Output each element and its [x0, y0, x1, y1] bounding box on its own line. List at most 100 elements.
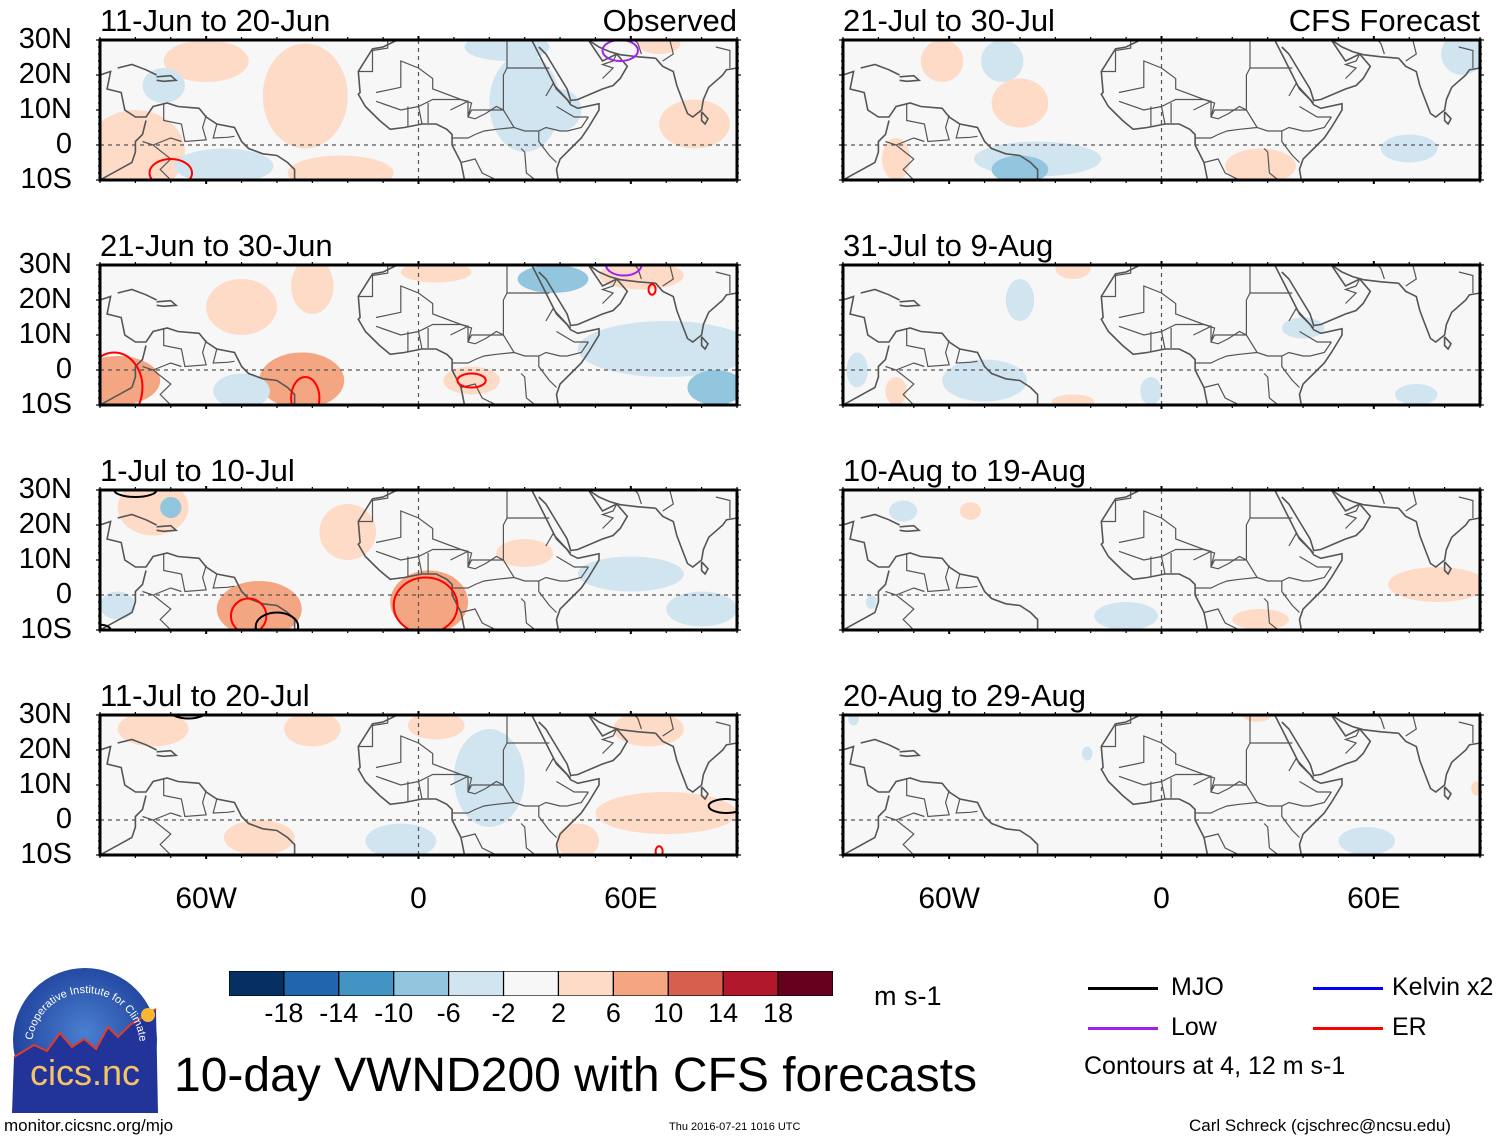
- negative-anomaly-area: [1094, 602, 1158, 630]
- lon-tick-label: 60W: [918, 882, 980, 915]
- country-border: [906, 103, 950, 143]
- coastline: [700, 561, 709, 576]
- country-border: [1405, 40, 1417, 62]
- positive-anomaly-area: [223, 820, 295, 855]
- coastline: [1281, 490, 1372, 552]
- country-border: [1281, 356, 1300, 388]
- country-border: [1263, 148, 1279, 180]
- country-border: [895, 812, 925, 821]
- contour-er: [290, 376, 321, 405]
- coastline: [843, 570, 890, 630]
- coastline: [1330, 265, 1399, 284]
- positive-anomaly-area: [443, 366, 500, 395]
- lat-tick-label: 10S: [20, 388, 72, 420]
- coastline: [843, 795, 890, 855]
- colorbar-tick-label: -18: [264, 998, 304, 1028]
- country-border: [1160, 331, 1166, 350]
- negative-anomaly-area: [213, 373, 270, 405]
- negative-anomaly-area: [489, 54, 561, 152]
- legend-label: ER: [1392, 1013, 1427, 1041]
- coastline: [654, 57, 737, 118]
- country-border: [715, 496, 731, 518]
- coastline: [100, 570, 147, 630]
- country-border: [955, 798, 978, 814]
- country-border: [1263, 373, 1279, 405]
- map-background: [843, 265, 1480, 405]
- coastline: [1443, 786, 1452, 801]
- coastline: [100, 70, 296, 180]
- positive-anomaly-area: [117, 715, 189, 747]
- coastline: [587, 265, 656, 284]
- country-border: [1343, 53, 1361, 79]
- country-border: [1281, 581, 1300, 613]
- country-border: [1458, 271, 1474, 293]
- coastline: [860, 738, 900, 751]
- country-border: [163, 553, 207, 593]
- country-border: [358, 40, 389, 73]
- country-border: [906, 553, 950, 593]
- country-border: [715, 271, 731, 293]
- country-border: [460, 158, 497, 180]
- country-border: [142, 815, 172, 855]
- negative-anomaly-area: [1338, 827, 1396, 855]
- country-border: [545, 757, 572, 779]
- coastline: [100, 520, 296, 630]
- country-border: [375, 773, 469, 786]
- country-border: [556, 555, 589, 568]
- legend-label: Kelvin x2: [1392, 973, 1494, 1001]
- positive-anomaly-area: [262, 43, 348, 149]
- country-border: [1203, 833, 1240, 855]
- map-panel: [839, 261, 1484, 409]
- panel-period-label: 31-Jul to 9-Aug: [843, 228, 1054, 263]
- negative-anomaly-area: [174, 148, 274, 180]
- country-border: [1195, 126, 1258, 139]
- country-border: [906, 778, 950, 818]
- colorbar-tick-label: 18: [763, 998, 794, 1028]
- coastline: [1100, 715, 1209, 855]
- coastline: [899, 749, 922, 758]
- positive-anomaly-area: [100, 356, 161, 405]
- negative-anomaly-area: [981, 40, 1024, 82]
- country-border: [545, 532, 572, 554]
- country-border: [1343, 278, 1361, 304]
- coastline: [1443, 561, 1452, 576]
- country-border: [163, 328, 207, 368]
- coastline: [538, 490, 629, 552]
- coastline: [1397, 282, 1480, 343]
- country-border: [600, 278, 618, 304]
- coastline: [1100, 265, 1209, 405]
- country-border: [538, 806, 557, 838]
- cicsnc-logo: Cooperative Institute for Climate and Sa…: [8, 958, 158, 1113]
- contour-er: [100, 351, 144, 405]
- positive-anomaly-area: [1471, 781, 1480, 796]
- negative-anomaly-area: [517, 265, 589, 293]
- footer-timestamp: Thu 2016-07-21 1016 UTC: [669, 1121, 801, 1133]
- colorbar-swatch: [283, 970, 340, 997]
- country-border: [460, 383, 497, 405]
- country-border: [545, 82, 572, 104]
- coastline: [1330, 40, 1399, 59]
- country-border: [1458, 496, 1474, 518]
- country-border: [895, 362, 925, 371]
- country-border: [1203, 608, 1240, 630]
- country-border: [212, 348, 235, 364]
- country-border: [1405, 490, 1417, 512]
- country-border: [715, 46, 731, 68]
- lat-tick-label: 10N: [18, 543, 72, 575]
- negative-anomaly-area: [1441, 40, 1480, 75]
- positive-anomaly-area: [319, 504, 377, 560]
- colorbar-swatch: [393, 970, 450, 997]
- negative-anomaly-area: [687, 370, 737, 405]
- country-border: [895, 137, 925, 146]
- coastline: [156, 524, 179, 533]
- contour-low: [601, 40, 639, 62]
- coastline: [843, 295, 1039, 405]
- coastline: [1281, 715, 1372, 777]
- country-border: [1281, 806, 1300, 838]
- coastline: [156, 299, 179, 308]
- negative-anomaly-area: [1005, 279, 1035, 321]
- positive-anomaly-area: [1055, 265, 1091, 279]
- footer-url[interactable]: monitor.cicsnc.org/mjo: [4, 1116, 174, 1135]
- negative-anomaly-area: [848, 715, 859, 726]
- lat-tick-label: 10S: [20, 163, 72, 195]
